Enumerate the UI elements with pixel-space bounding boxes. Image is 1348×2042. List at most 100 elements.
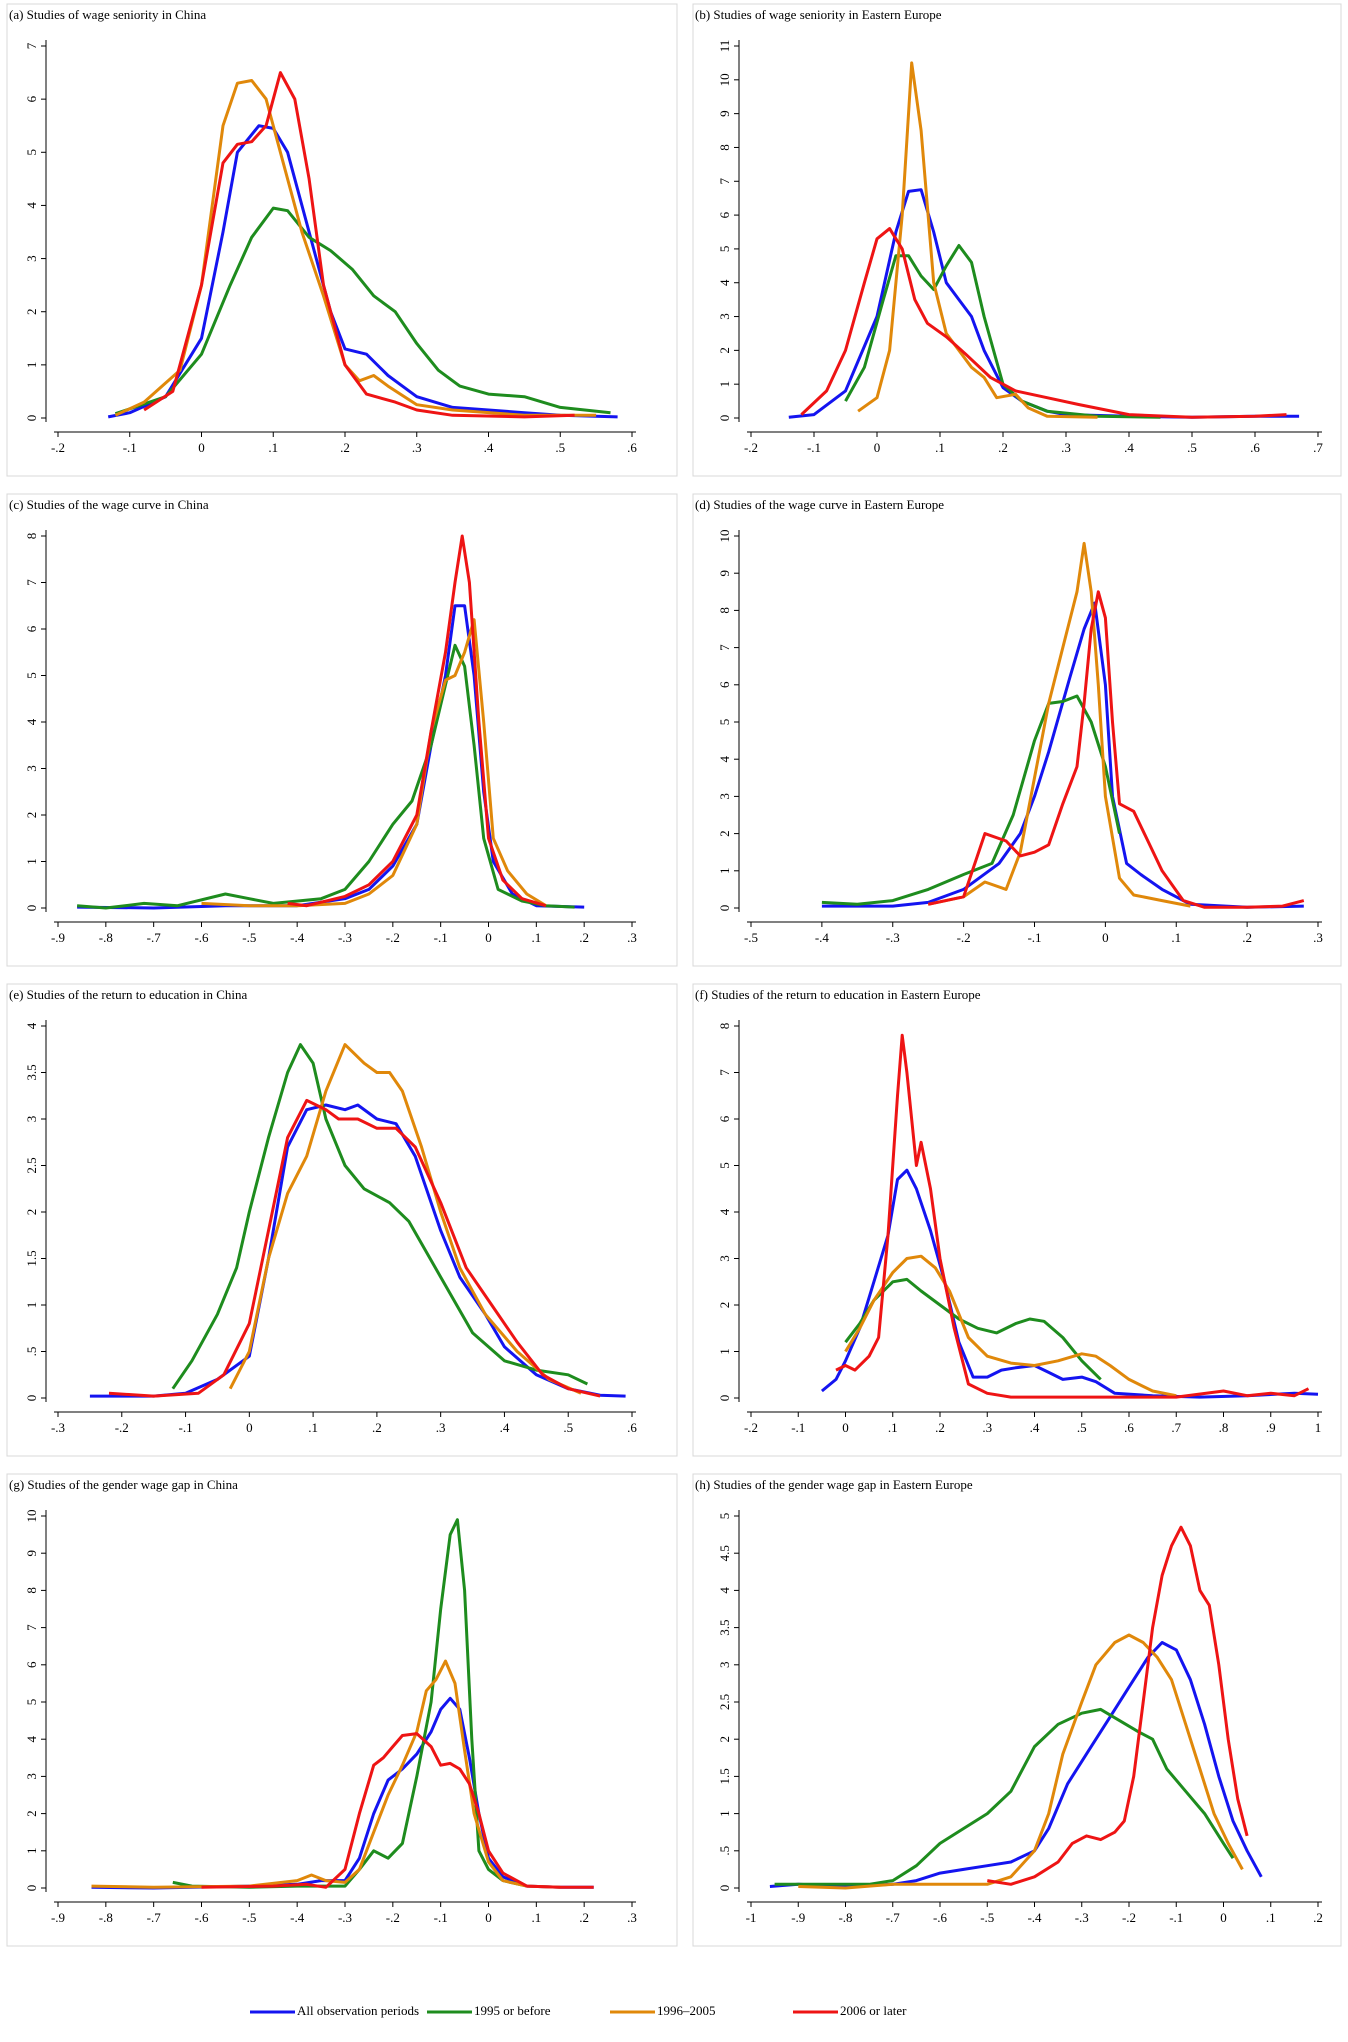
y-tick-label: 4 bbox=[717, 1587, 732, 1594]
y-tick-label: 2.5 bbox=[717, 1694, 732, 1710]
x-tick-label: .7 bbox=[1171, 1420, 1181, 1435]
x-tick-label: .2 bbox=[579, 1910, 589, 1925]
y-tick-label: 2 bbox=[24, 1810, 39, 1817]
y-tick-label: 9 bbox=[717, 110, 732, 117]
x-tick-label: -.2 bbox=[957, 930, 971, 945]
x-tick-label: -.6 bbox=[194, 1910, 209, 1925]
density-line bbox=[844, 1254, 1177, 1398]
density-line bbox=[108, 1098, 601, 1398]
x-tick-label: .3 bbox=[436, 1420, 446, 1435]
y-tick-label: 0 bbox=[717, 905, 732, 912]
y-tick-label: 0 bbox=[24, 1885, 39, 1892]
x-tick-label: -.2 bbox=[744, 440, 758, 455]
y-tick-label: 7 bbox=[717, 178, 732, 185]
x-tick-label: .3 bbox=[1313, 930, 1323, 945]
y-tick-label: 1 bbox=[24, 858, 39, 865]
x-tick-label: 0 bbox=[842, 1420, 849, 1435]
x-tick-label: .3 bbox=[627, 930, 637, 945]
x-tick-label: -.4 bbox=[1027, 1910, 1042, 1925]
y-tick-label: 5 bbox=[717, 1513, 732, 1520]
panel-frame bbox=[6, 983, 678, 1457]
y-tick-label: 1 bbox=[717, 1810, 732, 1817]
y-tick-label: 3.5 bbox=[24, 1064, 39, 1080]
y-tick-label: 3 bbox=[24, 1116, 39, 1123]
panel-title: (a) Studies of wage seniority in China bbox=[9, 7, 206, 22]
x-tick-label: -.2 bbox=[51, 440, 65, 455]
x-tick-label: -.1 bbox=[434, 1910, 448, 1925]
density-line bbox=[143, 71, 575, 419]
x-tick-label: -.7 bbox=[147, 930, 162, 945]
y-tick-label: 0 bbox=[24, 1395, 39, 1402]
x-tick-label: .4 bbox=[1124, 440, 1134, 455]
y-tick-label: 1.5 bbox=[24, 1250, 39, 1266]
y-tick-label: 0 bbox=[717, 1885, 732, 1892]
density-line bbox=[927, 541, 1191, 908]
y-tick-label: 5 bbox=[24, 672, 39, 679]
y-tick-label: 4 bbox=[717, 279, 732, 286]
x-tick-label: -.1 bbox=[179, 1420, 193, 1435]
y-tick-label: 10 bbox=[717, 530, 732, 543]
x-tick-label: .4 bbox=[1030, 1420, 1040, 1435]
y-tick-label: 4 bbox=[24, 718, 39, 725]
x-tick-label: -.1 bbox=[1169, 1910, 1183, 1925]
x-tick-label: 0 bbox=[198, 440, 205, 455]
panel-title: (g) Studies of the gender wage gap in Ch… bbox=[9, 1477, 238, 1492]
x-tick-label: -.2 bbox=[386, 930, 400, 945]
x-tick-label: .2 bbox=[998, 440, 1008, 455]
y-tick-label: 6 bbox=[717, 211, 732, 218]
density-line bbox=[820, 1168, 1319, 1399]
y-tick-label: 0 bbox=[24, 415, 39, 422]
y-tick-label: 2 bbox=[24, 812, 39, 819]
y-tick-label: 4 bbox=[24, 1022, 39, 1029]
x-tick-label: -.3 bbox=[51, 1420, 65, 1435]
x-tick-label: .2 bbox=[372, 1420, 382, 1435]
x-tick-label: .1 bbox=[1171, 930, 1181, 945]
y-tick-label: 4 bbox=[717, 755, 732, 762]
panel-title: (c) Studies of the wage curve in China bbox=[9, 497, 209, 512]
x-tick-label: 0 bbox=[485, 1910, 492, 1925]
x-tick-label: -.3 bbox=[886, 930, 900, 945]
x-tick-label: -.5 bbox=[242, 1910, 256, 1925]
x-tick-label: .1 bbox=[888, 1420, 898, 1435]
x-tick-label: 0 bbox=[485, 930, 492, 945]
y-tick-label: 7 bbox=[24, 579, 39, 586]
y-tick-label: 5 bbox=[717, 719, 732, 726]
x-tick-label: .4 bbox=[500, 1420, 510, 1435]
x-tick-label: .6 bbox=[1124, 1420, 1134, 1435]
y-tick-label: 1 bbox=[24, 1848, 39, 1855]
x-tick-label: -.4 bbox=[290, 930, 305, 945]
density-line bbox=[91, 1659, 561, 1889]
density-line bbox=[171, 1043, 589, 1390]
x-tick-label: -.6 bbox=[194, 930, 209, 945]
legend-label: 1995 or before bbox=[474, 2003, 551, 2018]
density-line bbox=[835, 1033, 1310, 1399]
x-tick-label: .1 bbox=[1266, 1910, 1276, 1925]
y-tick-label: 4 bbox=[24, 1735, 39, 1742]
x-tick-label: -.8 bbox=[99, 930, 113, 945]
panel-frame bbox=[692, 493, 1342, 967]
y-tick-label: 1 bbox=[24, 1302, 39, 1309]
y-tick-label: 8 bbox=[24, 533, 39, 540]
x-tick-label: -.9 bbox=[51, 930, 65, 945]
x-tick-label: -.9 bbox=[791, 1910, 805, 1925]
x-tick-label: .1 bbox=[935, 440, 945, 455]
y-tick-label: 3 bbox=[717, 793, 732, 800]
y-tick-label: 6 bbox=[24, 95, 39, 102]
y-tick-label: 4.5 bbox=[717, 1545, 732, 1561]
x-tick-label: .2 bbox=[1242, 930, 1252, 945]
x-tick-label: -.1 bbox=[1027, 930, 1041, 945]
panel-title: (h) Studies of the gender wage gap in Ea… bbox=[695, 1477, 973, 1492]
y-tick-label: 10 bbox=[24, 1510, 39, 1523]
y-tick-label: 2 bbox=[717, 1736, 732, 1743]
x-tick-label: 0 bbox=[1220, 1910, 1227, 1925]
panel-frame bbox=[692, 1473, 1342, 1947]
y-tick-label: 8 bbox=[717, 144, 732, 151]
panel-frame bbox=[692, 983, 1342, 1457]
y-tick-label: 6 bbox=[717, 1115, 732, 1122]
panel-frame bbox=[6, 493, 678, 967]
y-tick-label: 4 bbox=[717, 1208, 732, 1215]
y-tick-label: 2 bbox=[24, 308, 39, 315]
y-tick-label: 3.5 bbox=[717, 1619, 732, 1635]
